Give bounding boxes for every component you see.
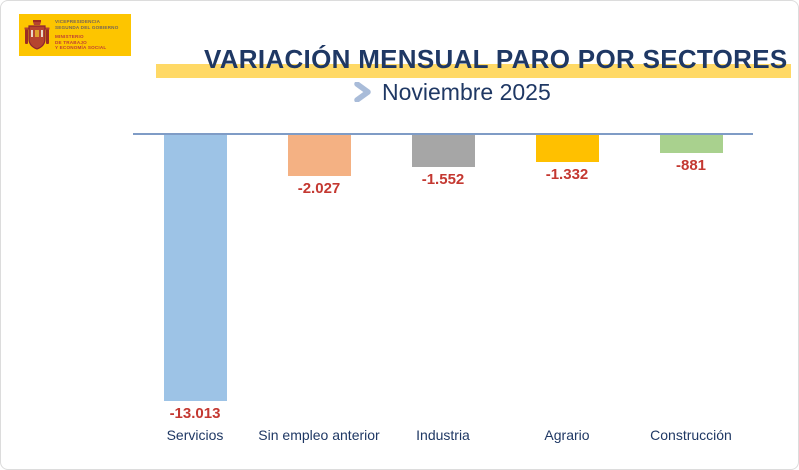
bar-servicios	[163, 135, 227, 401]
title-highlight-bar	[156, 64, 791, 78]
category-label-industria: Industria	[416, 427, 470, 443]
bar-column-agrario: -1.332	[505, 135, 629, 422]
logo-text: VICEPRESIDENCIA SEGUNDA DEL GOBIERNO MIN…	[55, 19, 118, 51]
logo-ministry-line: MINISTERIO	[55, 34, 84, 40]
bar-column-construccion: -881	[629, 135, 753, 422]
value-label-agrario: -1.332	[545, 166, 589, 183]
logo-ministry-line: Y ECONOMÍA SOCIAL	[55, 45, 107, 51]
government-logo: VICEPRESIDENCIA SEGUNDA DEL GOBIERNO MIN…	[19, 14, 131, 56]
chart-subtitle: Noviembre 2025	[353, 79, 551, 105]
bar-column-servicios: -13.013	[133, 135, 257, 422]
chevron-right-icon	[354, 82, 371, 102]
bars-row: -13.013 -2.027 -1.552 -1.332 -881	[133, 135, 753, 422]
chart-title: VARIACIÓN MENSUAL PARO POR SECTORES	[204, 44, 788, 74]
bar-agrario	[535, 135, 599, 162]
category-label-sin-empleo-anterior: Sin empleo anterior	[258, 427, 380, 443]
value-label-construccion: -881	[675, 157, 707, 174]
value-label-sin-empleo-anterior: -2.027	[297, 180, 341, 197]
logo-department-line: SEGUNDA DEL GOBIERNO	[55, 24, 119, 30]
bar-column-sin-empleo-anterior: -2.027	[257, 135, 381, 422]
bar-chart: -13.013 -2.027 -1.552 -1.332 -881 Servicios S…	[133, 133, 753, 463]
bar-sin-empleo-anterior	[287, 135, 351, 176]
category-label-servicios: Servicios	[166, 427, 224, 443]
bar-construccion	[659, 135, 723, 153]
value-label-servicios: -13.013	[169, 405, 221, 422]
logo-department-line: VICEPRESIDENCIA	[55, 19, 101, 25]
category-label-agrario: Agrario	[544, 427, 590, 443]
spain-coat-of-arms-icon	[24, 20, 50, 50]
category-labels-row: Servicios Sin empleo anterior Industria Agr…	[133, 427, 753, 443]
chart-baseline	[133, 133, 753, 135]
category-label-construccion: Construcción	[650, 427, 732, 443]
bar-industria	[411, 135, 475, 167]
value-label-industria: -1.552	[421, 171, 465, 188]
logo-ministry-line: DE TRABAJO	[55, 39, 87, 45]
subtitle-text: Noviembre 2025	[382, 79, 551, 105]
bar-column-industria: -1.552	[381, 135, 505, 422]
